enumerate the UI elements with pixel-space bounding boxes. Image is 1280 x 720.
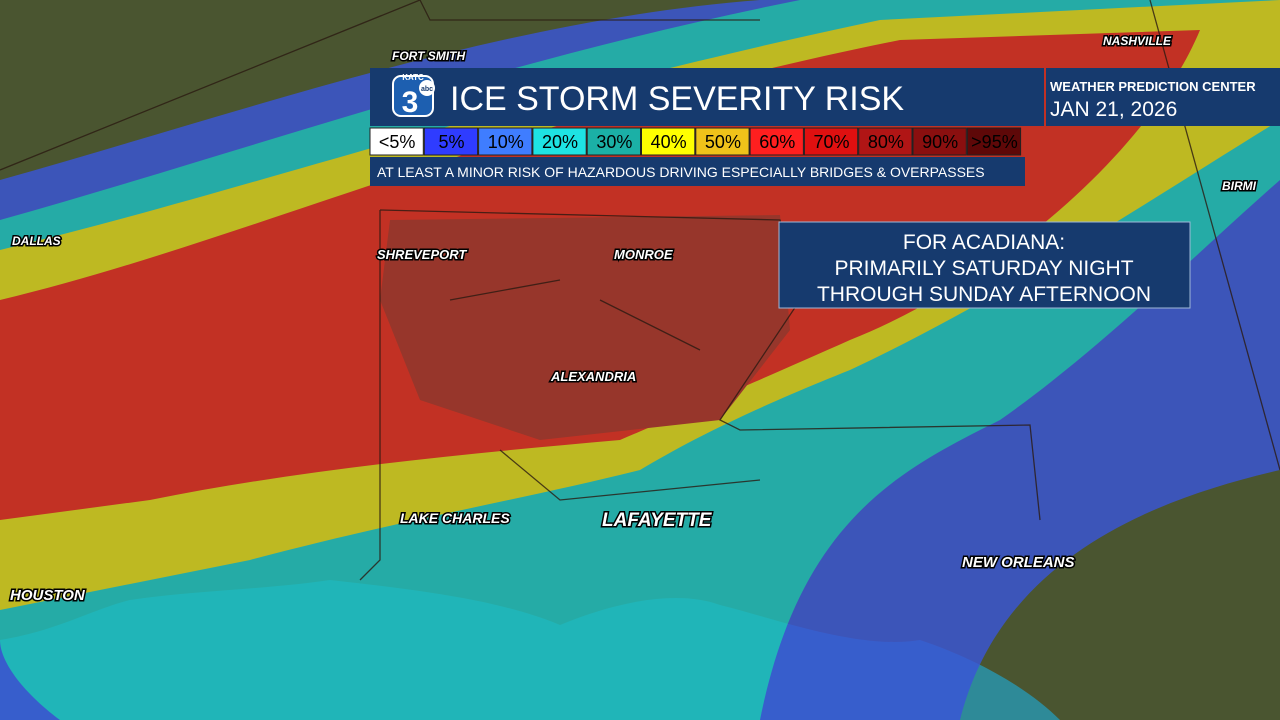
logo-network-badge [419, 80, 435, 96]
legend-label: 10% [488, 132, 524, 152]
legend-swatch [641, 127, 696, 156]
source-panel [1046, 68, 1280, 126]
callout-line: FOR ACADIANA: [903, 231, 1065, 254]
legend-label: 60% [759, 132, 795, 152]
legend-label: >95% [971, 132, 1018, 152]
legend-label: 5% [438, 132, 464, 152]
logo-station: KATC [402, 73, 424, 82]
legend-label: 50% [705, 132, 741, 152]
callout-line: PRIMARILY SATURDAY NIGHT [834, 257, 1133, 280]
legend-swatch [423, 127, 479, 156]
city-label: DALLAS [12, 234, 61, 248]
band-80 [380, 215, 790, 440]
legend-swatch [478, 127, 533, 156]
legend-swatch [912, 127, 967, 156]
legend: <5% 5% 10% 20% 30% 40% 50% 60% 70% 80% 90% >95% [369, 127, 1022, 156]
legend-swatch [532, 127, 587, 156]
callout-line: THROUGH SUNDAY AFTERNOON [817, 283, 1151, 306]
note: AT LEAST A MINOR RISK OF HAZARDOUS DRIVI… [377, 164, 985, 180]
legend-swatch [858, 127, 913, 156]
legend-label: 70% [814, 132, 850, 152]
legend-label: 80% [868, 132, 904, 152]
legend-label: 20% [542, 132, 578, 152]
city-label: LAKE CHARLES [400, 510, 510, 526]
callout-panel [778, 221, 1191, 309]
logo-number: 3 [402, 86, 419, 119]
borders [0, 0, 1280, 581]
header: KATC 3 abc ICE STORM SEVERITY RISK WEATH… [370, 68, 1280, 126]
state-lines [0, 0, 1280, 581]
note-panel [370, 157, 1025, 186]
city-label: SHREVEPORT [377, 247, 467, 262]
city-label: FORT SMITH [392, 49, 465, 63]
city-label: LAFAYETTE [602, 510, 713, 531]
date: JAN 21, 2026 [1050, 98, 1177, 121]
legend-swatch [695, 127, 750, 156]
legend-swatch [803, 127, 859, 156]
legend-swatch [586, 127, 642, 156]
legend-label: 90% [922, 132, 958, 152]
legend-swatch [749, 127, 804, 156]
title: ICE STORM SEVERITY RISK [450, 80, 904, 118]
city-label: MONROE [614, 247, 673, 262]
city-label: NASHVILLE [1103, 34, 1172, 48]
city-label: HOUSTON [10, 587, 86, 604]
legend-swatch [369, 127, 424, 156]
legend-label: 30% [596, 132, 632, 152]
legend-label: 40% [651, 132, 687, 152]
title-panel [370, 68, 1044, 126]
legend-swatch [966, 127, 1022, 156]
legend-label: <5% [379, 132, 416, 152]
city-label: NEW ORLEANS [962, 554, 1075, 571]
city-label: BIRMI [1222, 179, 1257, 193]
logo-network: abc [421, 86, 433, 93]
source: WEATHER PREDICTION CENTER [1050, 79, 1256, 94]
city-labels: FORT SMITH NASHVILLE DALLAS SHREVEPORT M… [9, 33, 1259, 606]
city-label: ALEXANDRIA [550, 369, 636, 384]
